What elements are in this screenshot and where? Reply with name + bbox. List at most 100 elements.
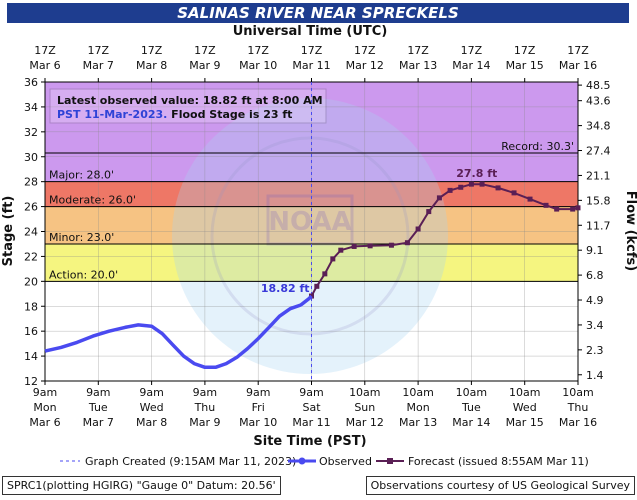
right-tick-label: 48.5 bbox=[586, 79, 611, 92]
noaa-watermark: NOAA bbox=[172, 98, 448, 374]
left-tick-label: 26 bbox=[24, 201, 38, 214]
top-tick-date: Mar 16 bbox=[559, 59, 597, 72]
bottom-tick-label: 9am bbox=[139, 386, 163, 399]
forecast-point bbox=[570, 206, 576, 212]
top-tick-date: Mar 10 bbox=[239, 59, 277, 72]
left-tick-label: 30 bbox=[24, 151, 38, 164]
band-label-major: Major: 28.0' bbox=[49, 169, 114, 182]
forecast-point bbox=[404, 240, 410, 246]
bottom-tick-label: 9am bbox=[86, 386, 110, 399]
forecast-point bbox=[495, 185, 501, 191]
top-tick-time: 17Z bbox=[514, 44, 536, 57]
datum-footer: SPRC1(plotting HGIRG) "Gauge 0" Datum: 2… bbox=[2, 476, 281, 495]
bottom-tick-label: Mon bbox=[33, 401, 56, 414]
left-tick-label: 28 bbox=[24, 176, 38, 189]
bottom-tick-label: Mar 12 bbox=[346, 416, 384, 429]
top-tick-date: Mar 7 bbox=[83, 59, 114, 72]
bottom-tick-label: Mar 14 bbox=[452, 416, 490, 429]
right-tick-label: 4.9 bbox=[586, 294, 604, 307]
right-tick-label: 2.3 bbox=[586, 344, 604, 357]
bottom-tick-label: 10am bbox=[509, 386, 540, 399]
source-footer: Observations courtesy of US Geological S… bbox=[365, 476, 635, 495]
bottom-tick-label: 9am bbox=[299, 386, 323, 399]
left-tick-label: 24 bbox=[24, 226, 38, 239]
right-tick-labels: 1.4 2.3 3.4 4.9 6.8 9.1 11.7 15.8 21.1 27.4 34.8 43… bbox=[578, 79, 611, 382]
y-axis-label-right: Flow (kcfs) bbox=[623, 191, 637, 271]
right-tick-label: 43.6 bbox=[586, 95, 611, 108]
svg-text:PST 11-Mar-2023. Flood Stage i: PST 11-Mar-2023. Flood Stage is 23 ft bbox=[57, 108, 292, 121]
legend-graph-created: Graph Created (9:15AM Mar 11, 2023) bbox=[85, 455, 296, 468]
legend-observed: Observed bbox=[319, 455, 372, 468]
legend: Graph Created (9:15AM Mar 11, 2023) Obse… bbox=[60, 455, 589, 468]
info-line-2a: PST 11-Mar-2023. bbox=[57, 108, 167, 121]
bottom-tick-labels: 9am Mon Mar 6 9am Tue Mar 7 9am Wed Mar 8 9am Thu M… bbox=[29, 381, 597, 429]
bottom-tick-label: Mar 7 bbox=[83, 416, 114, 429]
top-tick-date: Mar 8 bbox=[136, 59, 167, 72]
bottom-tick-label: 10am bbox=[456, 386, 487, 399]
top-tick-time: 17Z bbox=[194, 44, 216, 57]
info-line-2b: Flood Stage is 23 ft bbox=[167, 108, 292, 121]
bottom-tick-label: Mar 11 bbox=[292, 416, 330, 429]
observed-series-line bbox=[44, 294, 313, 370]
bottom-tick-label: Mar 6 bbox=[29, 416, 60, 429]
left-tick-label: 14 bbox=[24, 350, 38, 363]
right-tick-label: 15.8 bbox=[586, 194, 611, 207]
forecast-point bbox=[479, 181, 485, 187]
info-line-1: Latest observed value: 18.82 ft at 8:00 … bbox=[57, 94, 323, 107]
forecast-point bbox=[415, 226, 421, 232]
left-tick-label: 22 bbox=[24, 250, 38, 263]
bottom-tick-label: Wed bbox=[140, 401, 164, 414]
band-labels: Action: 20.0' Minor: 23.0' Moderate: 26.0'… bbox=[45, 140, 578, 282]
bottom-axis-label: Site Time (PST) bbox=[253, 434, 366, 449]
bottom-tick-label: Mar 13 bbox=[399, 416, 437, 429]
left-tick-label: 36 bbox=[24, 76, 38, 89]
bottom-tick-label: Mar 16 bbox=[559, 416, 597, 429]
right-tick-label: 27.4 bbox=[586, 145, 611, 158]
bottom-tick-label: 10am bbox=[402, 386, 433, 399]
right-tick-label: 34.8 bbox=[586, 120, 611, 133]
chart-title: SALINAS RIVER NEAR SPRECKELS bbox=[7, 3, 629, 23]
left-tick-label: 34 bbox=[24, 101, 38, 114]
bottom-tick-label: Mon bbox=[406, 401, 429, 414]
bottom-tick-label: Tue bbox=[461, 401, 481, 414]
svg-text:NOAA: NOAA bbox=[268, 207, 351, 237]
top-tick-time: 17Z bbox=[141, 44, 163, 57]
forecast-peak-label: 27.8 ft bbox=[456, 167, 497, 180]
top-tick-time: 17Z bbox=[354, 44, 376, 57]
forecast-point bbox=[314, 283, 320, 289]
forecast-point bbox=[447, 187, 453, 193]
forecast-point bbox=[351, 243, 357, 249]
top-tick-labels: 17Z Mar 6 17Z Mar 7 17Z Mar 8 17Z Mar 9 17Z Mar 1… bbox=[29, 44, 597, 82]
bottom-tick-label: Thu bbox=[567, 401, 589, 414]
top-tick-date: Mar 11 bbox=[292, 59, 330, 72]
forecast-point bbox=[511, 190, 517, 196]
bottom-tick-label: 9am bbox=[246, 386, 270, 399]
right-tick-label: 6.8 bbox=[586, 269, 604, 282]
bottom-tick-label: 10am bbox=[349, 386, 380, 399]
left-tick-labels: 12 14 16 18 20 22 24 26 28 30 32 34 36 bbox=[24, 76, 45, 388]
top-tick-time: 17Z bbox=[567, 44, 589, 57]
bottom-tick-label: 9am bbox=[33, 386, 57, 399]
forecast-point bbox=[458, 184, 464, 190]
band-label-action: Action: 20.0' bbox=[49, 268, 118, 281]
top-tick-time: 17Z bbox=[461, 44, 483, 57]
left-tick-label: 32 bbox=[24, 126, 38, 139]
top-tick-date: Mar 6 bbox=[29, 59, 60, 72]
left-tick-label: 20 bbox=[24, 275, 38, 288]
bottom-tick-label: Mar 9 bbox=[189, 416, 220, 429]
bottom-tick-label: Mar 15 bbox=[506, 416, 544, 429]
info-box: Latest observed value: 18.82 ft at 8:00 … bbox=[49, 88, 327, 124]
top-tick-time: 17Z bbox=[34, 44, 56, 57]
top-tick-time: 17Z bbox=[407, 44, 429, 57]
forecast-point bbox=[367, 243, 373, 249]
left-tick-label: 18 bbox=[24, 300, 38, 313]
record-label: Record: 30.3' bbox=[501, 140, 574, 153]
forecast-point bbox=[338, 247, 344, 253]
top-tick-date: Mar 13 bbox=[399, 59, 437, 72]
top-tick-date: Mar 15 bbox=[506, 59, 544, 72]
band-label-minor: Minor: 23.0' bbox=[49, 231, 114, 244]
forecast-point bbox=[468, 181, 474, 187]
forecast-point bbox=[426, 209, 432, 215]
bottom-tick-label: 9am bbox=[193, 386, 217, 399]
